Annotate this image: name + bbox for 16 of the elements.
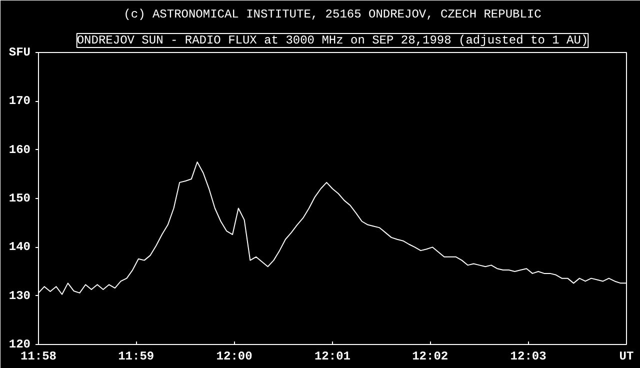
text: (c) ASTRONOMICAL INSTITUTE, 25165 ONDREJOV, CZECH REPUBLIC xyxy=(124,8,542,22)
x-tick-label: 12:01 xyxy=(314,350,351,364)
y-tick-label: 170 xyxy=(8,94,31,108)
y-axis-title: SFU xyxy=(8,46,31,60)
x-tick-label: 12:02 xyxy=(412,350,448,364)
y-tick-label: 150 xyxy=(8,192,31,206)
chart-title: ONDREJOV SUN - RADIO FLUX at 3000 MHz on SEP 28,1998 (adjusted to 1 AU) xyxy=(76,34,588,48)
y-tick-label: 130 xyxy=(8,288,31,303)
y-tick-label: 160 xyxy=(8,142,31,157)
x-axis-title: UT xyxy=(619,350,634,364)
y-tick-label: 140 xyxy=(8,240,31,254)
x-tick-label: 12:00 xyxy=(216,350,252,364)
y-tick-label: 120 xyxy=(8,338,31,352)
x-tick-label: 11:58 xyxy=(20,350,57,364)
x-tick-label: 12:03 xyxy=(510,350,546,364)
x-tick-label: 11:59 xyxy=(118,350,154,364)
